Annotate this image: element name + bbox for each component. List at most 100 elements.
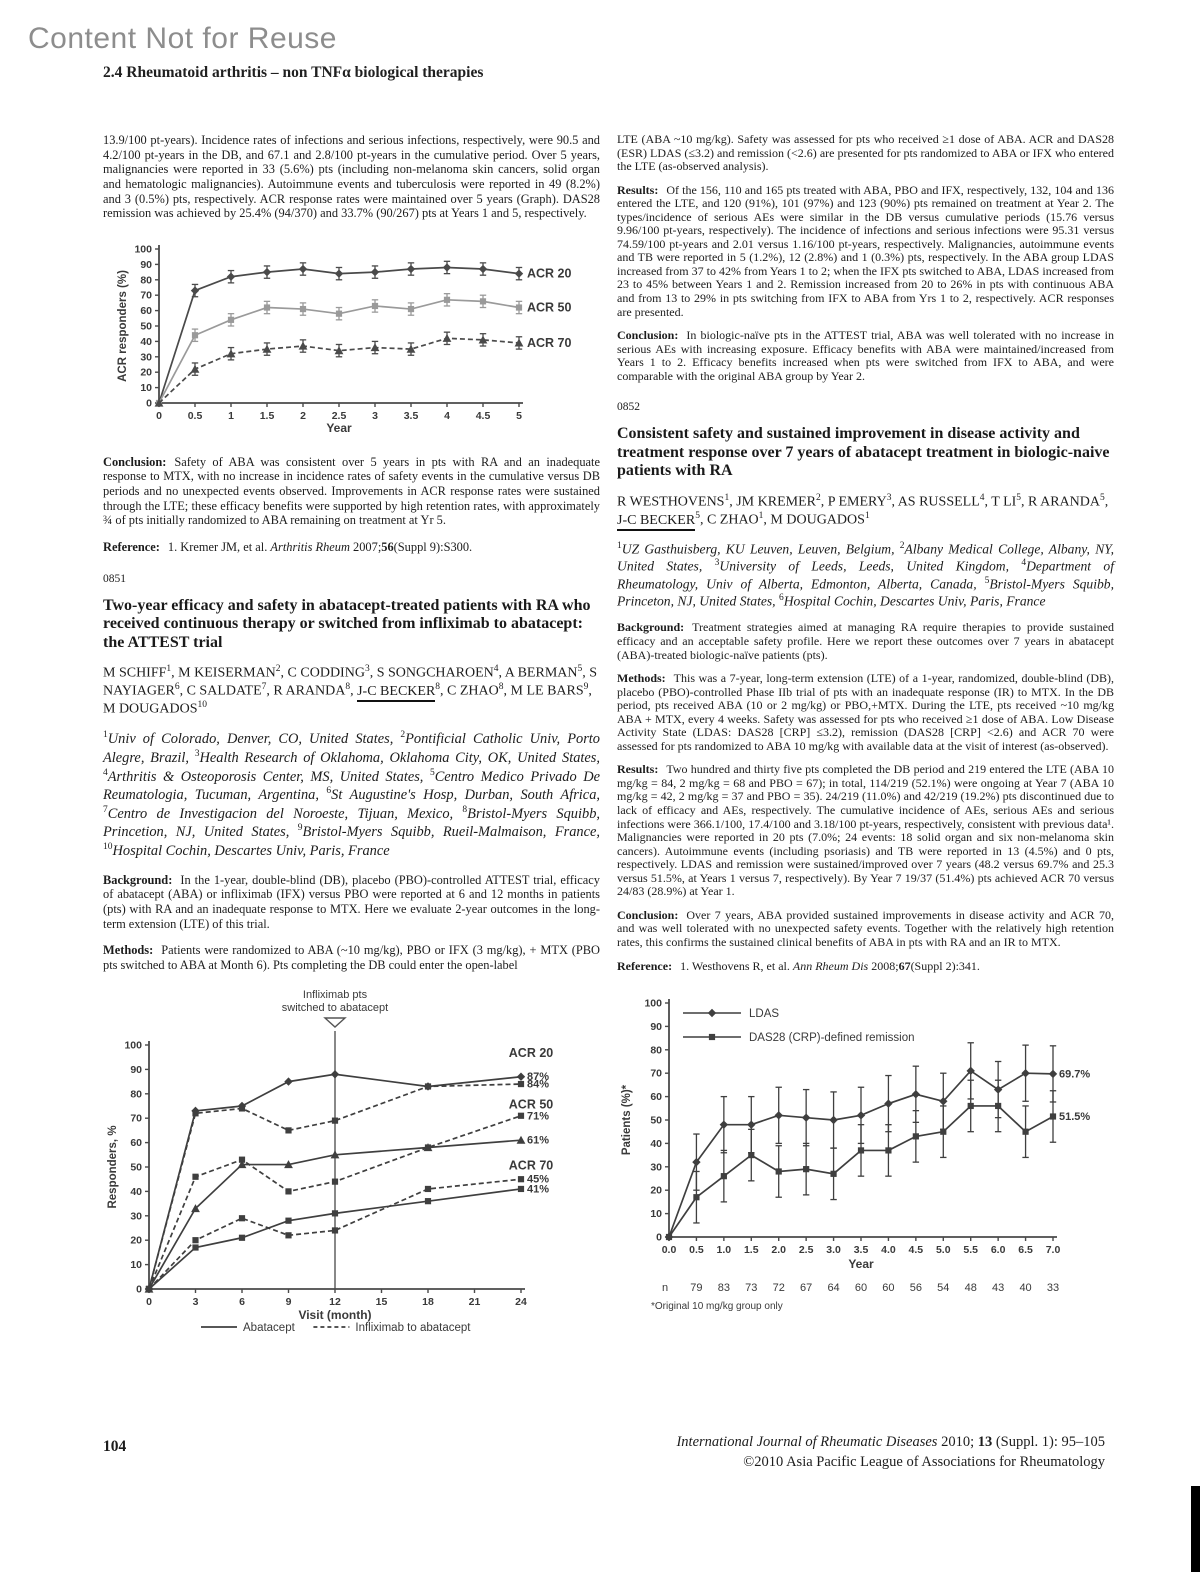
watermark-text: Content Not for Reuse: [28, 22, 337, 55]
body-text: This was a 7-year, long-term extension (…: [617, 671, 1114, 753]
reference-text: (Suppl 2):341.: [910, 958, 980, 973]
svg-text:3: 3: [193, 1296, 199, 1308]
svg-text:20: 20: [130, 1234, 142, 1246]
author-name: A BERMAN: [504, 665, 578, 681]
right-column: LTE (ABA ~10 mg/kg). Safety was assessed…: [617, 132, 1114, 1330]
section-label: Background:: [103, 872, 173, 887]
svg-text:0.0: 0.0: [662, 1244, 677, 1256]
author-name: M SCHIFF: [103, 665, 167, 681]
author-affiliation-ref: 10: [197, 700, 208, 711]
svg-text:40: 40: [130, 1185, 142, 1197]
svg-text:80: 80: [130, 1088, 142, 1100]
svg-text:6: 6: [239, 1296, 245, 1308]
svg-text:4: 4: [444, 410, 450, 422]
abstract-0852-affiliations: 1UZ Gasthuisberg, KU Leuven, Leuven, Bel…: [617, 540, 1114, 609]
svg-text:41%: 41%: [527, 1183, 549, 1195]
svg-text:ACR 20: ACR 20: [527, 266, 572, 280]
reference-journal: Arthritis Rheum: [270, 539, 350, 554]
author-name: R ARANDA: [1028, 494, 1100, 510]
reference-volume: 56: [381, 539, 394, 554]
section-label: Methods:: [103, 943, 154, 958]
svg-text:50: 50: [130, 1161, 142, 1173]
svg-text:70: 70: [650, 1068, 662, 1080]
svg-text:100: 100: [124, 1039, 142, 1051]
author-affiliation-ref: 3: [886, 492, 892, 503]
acr-responders-5yr-svg: 0 10 20 30 40 50 60 70 80 90 100 0 0.5 1 1.5 2 2.5 3 3.5 4 4…: [117, 243, 572, 435]
section-label: Background:: [617, 620, 685, 635]
author-name: P EMERY: [827, 494, 887, 510]
svg-text:60: 60: [650, 1091, 662, 1103]
author-name: AS RUSSELL: [897, 494, 980, 510]
author-name: M KEISERMAN: [178, 665, 276, 681]
author-affiliation-ref: 1: [166, 664, 172, 675]
abstract-0851-authors: M SCHIFF1, M KEISERMAN2, C CODDING3, S S…: [103, 664, 598, 717]
author-affiliation-ref: 1: [864, 510, 870, 521]
author-affiliation-ref: 9: [583, 682, 589, 693]
svg-text:51.5%: 51.5%: [1059, 1111, 1090, 1123]
svg-text:Responders, %: Responders, %: [107, 1125, 119, 1208]
author-affiliation-ref: 5: [577, 664, 583, 675]
ldas-remission-7yr-chart: 0 10 20 30 40 50 60 70 80 90 100 0.0 0.5 1.0 1.5 2.0 2.5…: [617, 983, 1114, 1320]
abstract-0851-affiliations: 1Univ of Colorado, Denver, CO, United St…: [103, 730, 601, 859]
svg-text:4.5: 4.5: [909, 1244, 924, 1256]
abstract-0850-continuation: 13.9/100 pt-years). Incidence rates of i…: [103, 133, 600, 221]
body-text: Safety of ABA was consistent over 5 year…: [103, 454, 600, 528]
author-name: S SONGCHAROEN: [376, 665, 494, 681]
svg-text:0.5: 0.5: [689, 1244, 704, 1256]
svg-text:ACR 50: ACR 50: [527, 300, 572, 314]
journal-footer: International Journal of Rheumatic Disea…: [676, 1432, 1105, 1473]
svg-text:30: 30: [130, 1210, 142, 1222]
reference-text: (Suppl 9):S300.: [393, 539, 473, 554]
svg-text:LDAS: LDAS: [749, 1008, 779, 1020]
svg-text:90: 90: [140, 259, 152, 271]
abstract-0852-results: Results: Two hundred and thirty five pts …: [617, 763, 1114, 898]
svg-text:n: n: [662, 1282, 668, 1294]
section-label: Reference:: [617, 958, 673, 973]
author-name: C SALDATE: [186, 683, 262, 699]
svg-text:Year: Year: [326, 421, 352, 435]
attest-acr-response-chart: 0 10 20 30 40 50 60 70 80 90 100 0 3 6 9 12 15 18 21 24 Visi…: [103, 985, 600, 1344]
svg-text:100: 100: [644, 998, 662, 1010]
svg-text:43: 43: [992, 1282, 1004, 1294]
affiliation-number: 1: [617, 540, 622, 551]
svg-text:87%: 87%: [527, 1071, 549, 1083]
svg-text:5: 5: [516, 410, 522, 422]
svg-text:7.0: 7.0: [1046, 1244, 1061, 1256]
author-affiliation-ref: 5: [1100, 492, 1105, 503]
author-affiliation-ref: 2: [275, 664, 281, 675]
affiliation-number: 6: [778, 593, 784, 604]
section-label: Results:: [617, 762, 659, 777]
abstract-0852-title: Consistent safety and sustained improvem…: [617, 425, 1110, 480]
svg-text:0.5: 0.5: [188, 410, 203, 422]
svg-text:5.0: 5.0: [936, 1244, 951, 1256]
svg-text:60: 60: [130, 1137, 142, 1149]
affiliation-number: 2: [400, 730, 406, 741]
svg-text:1.0: 1.0: [717, 1244, 732, 1256]
abstract-0852-methods: Methods: This was a 7-year, long-term ext…: [617, 671, 1114, 753]
affiliation-number: 1: [103, 730, 108, 741]
svg-text:61%: 61%: [527, 1134, 549, 1146]
svg-text:90: 90: [650, 1021, 662, 1033]
svg-text:*Original 10 mg/kg group only: *Original 10 mg/kg group only: [651, 1301, 783, 1312]
affiliation-number: 4: [103, 767, 108, 778]
svg-text:70: 70: [130, 1112, 142, 1124]
svg-text:50: 50: [140, 320, 152, 332]
author-affiliation-ref: 8: [435, 682, 441, 693]
svg-text:20: 20: [140, 366, 152, 378]
svg-text:2: 2: [300, 410, 306, 422]
journal-year: 2010;: [937, 1434, 978, 1450]
svg-text:21: 21: [469, 1296, 481, 1308]
svg-text:Visit (month): Visit (month): [298, 1308, 371, 1322]
copyright-line: ©2010 Asia Pacific League of Association…: [743, 1454, 1105, 1471]
abstract-0851-background: Background: In the 1-year, double-blind (…: [103, 873, 600, 932]
author-affiliation-ref: 2: [815, 492, 821, 503]
svg-text:Abatacept: Abatacept: [243, 1322, 296, 1334]
svg-text:60: 60: [140, 305, 152, 317]
author-affiliation-ref: 3: [364, 664, 370, 675]
author-affiliation-ref: 1: [724, 492, 730, 503]
author-name: JM KREMER: [736, 494, 816, 510]
svg-text:2.5: 2.5: [799, 1244, 814, 1256]
svg-text:30: 30: [650, 1161, 662, 1173]
body-text: Two hundred and thirty five pts complete…: [617, 762, 1114, 899]
